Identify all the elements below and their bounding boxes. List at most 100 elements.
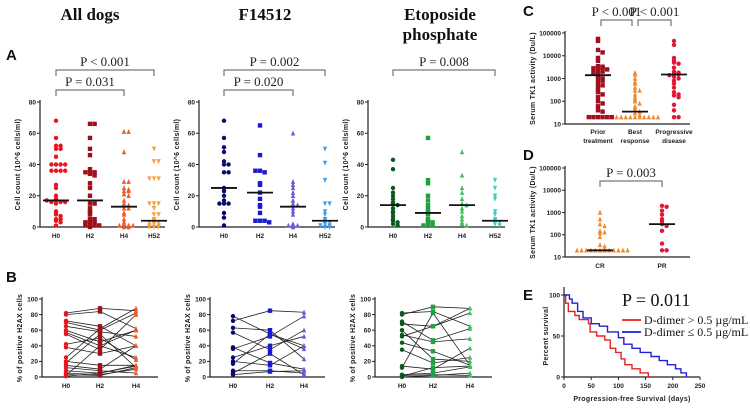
data-point	[637, 114, 642, 120]
y-tick-label: 0	[360, 224, 364, 231]
data-point	[147, 201, 152, 207]
data-point	[301, 309, 307, 315]
data-point	[584, 247, 589, 253]
y-tick-label: 80	[31, 312, 39, 319]
data-point	[600, 65, 605, 70]
p-value-label: P = 0.002	[250, 54, 300, 69]
data-point	[87, 221, 93, 227]
data-point	[399, 347, 405, 352]
y-tick-label: 0	[367, 374, 371, 381]
data-point	[53, 135, 59, 141]
data-point	[262, 170, 267, 175]
data-point	[290, 130, 296, 136]
x-tick-label: disease	[662, 138, 686, 145]
data-point	[632, 84, 638, 90]
data-point	[425, 221, 431, 227]
data-point	[53, 201, 59, 206]
data-point	[425, 206, 431, 211]
data-point	[595, 58, 601, 63]
x-tick-label: 250	[695, 383, 706, 390]
data-point	[671, 85, 677, 90]
data-point	[97, 331, 103, 337]
data-point	[126, 178, 131, 184]
data-point	[651, 114, 656, 120]
y-tick-label: 0	[556, 374, 560, 381]
y-tick-label: 80	[199, 312, 207, 319]
data-point	[595, 68, 601, 73]
data-point	[97, 306, 103, 311]
data-point	[322, 201, 328, 207]
p-value-label: P = 0.003	[606, 165, 656, 180]
y-axis-label: Serum TK1 activity (Du/L)	[530, 166, 537, 259]
x-tick-label: H2	[424, 233, 433, 240]
title-etoposide: Etoposide	[404, 5, 476, 24]
data-point	[97, 370, 103, 376]
x-tick-label: Progressive	[655, 129, 693, 136]
data-point	[579, 247, 584, 253]
data-point	[267, 328, 273, 333]
data-point	[430, 220, 435, 225]
data-point	[147, 176, 152, 182]
data-point	[92, 121, 97, 127]
data-point	[131, 222, 136, 228]
data-point	[425, 177, 431, 183]
data-point	[156, 212, 161, 218]
data-point	[390, 206, 396, 211]
data-point	[459, 208, 465, 214]
data-point	[595, 55, 601, 61]
data-point	[53, 193, 59, 198]
data-point	[97, 368, 103, 373]
data-point	[425, 218, 431, 223]
data-point	[390, 185, 396, 191]
data-point	[92, 223, 97, 228]
data-point	[63, 320, 69, 325]
data-point	[53, 143, 59, 148]
data-point	[676, 61, 681, 66]
data-point	[625, 247, 630, 253]
data-point	[595, 65, 601, 70]
comparison-bracket	[55, 89, 125, 96]
data-point	[156, 176, 161, 182]
data-point	[399, 374, 405, 380]
data-point	[58, 168, 63, 173]
x-tick-label: H2	[256, 233, 265, 240]
data-point	[221, 201, 227, 206]
data-point	[646, 114, 651, 120]
data-point	[597, 216, 603, 222]
data-point	[425, 212, 431, 217]
data-point	[257, 168, 263, 173]
data-point	[600, 109, 605, 114]
data-point	[133, 357, 139, 363]
data-point	[597, 234, 603, 240]
data-point	[147, 224, 152, 230]
data-point	[226, 170, 231, 175]
y-tick-label: 100	[550, 232, 561, 239]
data-point	[53, 154, 59, 159]
data-point	[267, 360, 273, 366]
data-point	[467, 370, 473, 376]
p-value-label: P < 0.001	[630, 4, 680, 19]
y-axis-label: % of positive H2AX cells	[17, 294, 24, 383]
data-point	[290, 185, 296, 191]
data-point	[92, 216, 97, 222]
data-point	[63, 342, 69, 347]
data-point	[53, 212, 59, 217]
data-point	[676, 76, 681, 81]
panel-letter-b: B	[6, 269, 17, 286]
x-tick-label: 200	[667, 383, 678, 390]
data-point	[425, 193, 431, 198]
data-point	[497, 223, 502, 229]
data-point	[257, 196, 263, 202]
data-point	[600, 83, 605, 88]
data-point	[430, 310, 436, 316]
data-point	[230, 361, 236, 366]
data-point	[257, 204, 263, 209]
y-axis-label: Serum TK1 activity (Du/L)	[530, 32, 537, 125]
y-tick-label: 40	[364, 343, 372, 350]
data-point	[267, 363, 273, 368]
data-point	[290, 211, 296, 217]
y-tick-label: 1000	[547, 76, 562, 83]
y-tick-label: 100	[549, 292, 560, 299]
data-point	[58, 162, 63, 167]
data-point	[156, 159, 161, 165]
